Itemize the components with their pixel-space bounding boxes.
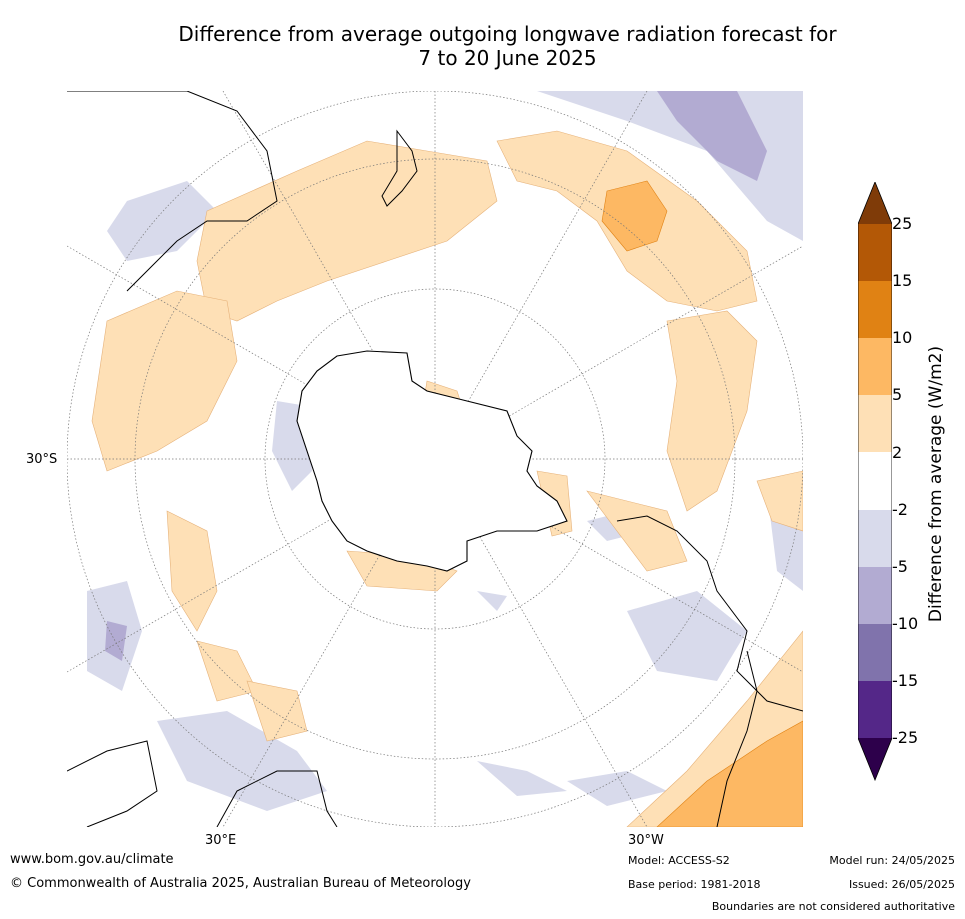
boundaries-disclaimer: Boundaries are not considered authoritat… bbox=[711, 900, 955, 913]
africa-outline bbox=[67, 740, 158, 827]
copyright-text: © Commonwealth of Australia 2025, Austra… bbox=[10, 876, 471, 891]
colorbar-tick: -15 bbox=[892, 671, 919, 690]
colorbar-tick: -5 bbox=[892, 557, 908, 576]
colorbar-band-m5-m2 bbox=[858, 510, 892, 567]
australia-outline bbox=[216, 770, 338, 827]
colorbar-band-10-15 bbox=[858, 281, 892, 338]
colorbar-tick: 10 bbox=[892, 328, 913, 347]
colorbar-band-5-10 bbox=[858, 338, 892, 395]
colorbar-band-m25-m15 bbox=[858, 681, 892, 738]
colorbar-band-15-25 bbox=[858, 224, 892, 281]
colorbar bbox=[858, 182, 892, 782]
lon-label-30w: 30°W bbox=[628, 833, 664, 848]
lon-label-30e: 30°E bbox=[205, 833, 237, 848]
colorbar-tick: 5 bbox=[892, 385, 903, 404]
australia-east-outline bbox=[67, 91, 278, 292]
colorbar-top-arrow bbox=[858, 182, 892, 224]
new-zealand-outline bbox=[381, 129, 418, 207]
moderate-negative-regions bbox=[105, 91, 767, 661]
south-america-outline bbox=[616, 515, 803, 827]
website-text: www.bom.gov.au/climate bbox=[10, 852, 174, 867]
colorbar-tick: -2 bbox=[892, 500, 908, 519]
map-title: Difference from average outgoing longwav… bbox=[60, 22, 955, 70]
colorbar-tick: 15 bbox=[892, 271, 913, 290]
colorbar-band-2-5 bbox=[858, 395, 892, 452]
colorbar-tick: 2 bbox=[892, 443, 903, 462]
colorbar-tick: -25 bbox=[892, 728, 919, 747]
model-run-text: Model run: 24/05/2025 bbox=[829, 854, 955, 867]
colorbar-band-m15-m10 bbox=[858, 624, 892, 681]
lat-label-30s: 30°S bbox=[26, 452, 58, 467]
colorbar-tick: -10 bbox=[892, 614, 919, 633]
colorbar-band-m10-m5 bbox=[858, 567, 892, 624]
colorbar-band-neutral bbox=[858, 452, 892, 510]
title-line-2: 7 to 20 June 2025 bbox=[418, 46, 597, 70]
title-line-1: Difference from average outgoing longwav… bbox=[178, 22, 837, 46]
colorbar-title: Difference from average (W/m2) bbox=[926, 345, 946, 623]
model-text: Model: ACCESS-S2 bbox=[628, 854, 730, 867]
colorbar-tick: 25 bbox=[892, 214, 913, 233]
colorbar-bottom-arrow bbox=[858, 738, 892, 780]
polar-map bbox=[67, 91, 803, 827]
base-period-text: Base period: 1981-2018 bbox=[628, 878, 761, 891]
antarctica-outline bbox=[296, 350, 568, 572]
issued-text: Issued: 26/05/2025 bbox=[848, 878, 955, 891]
